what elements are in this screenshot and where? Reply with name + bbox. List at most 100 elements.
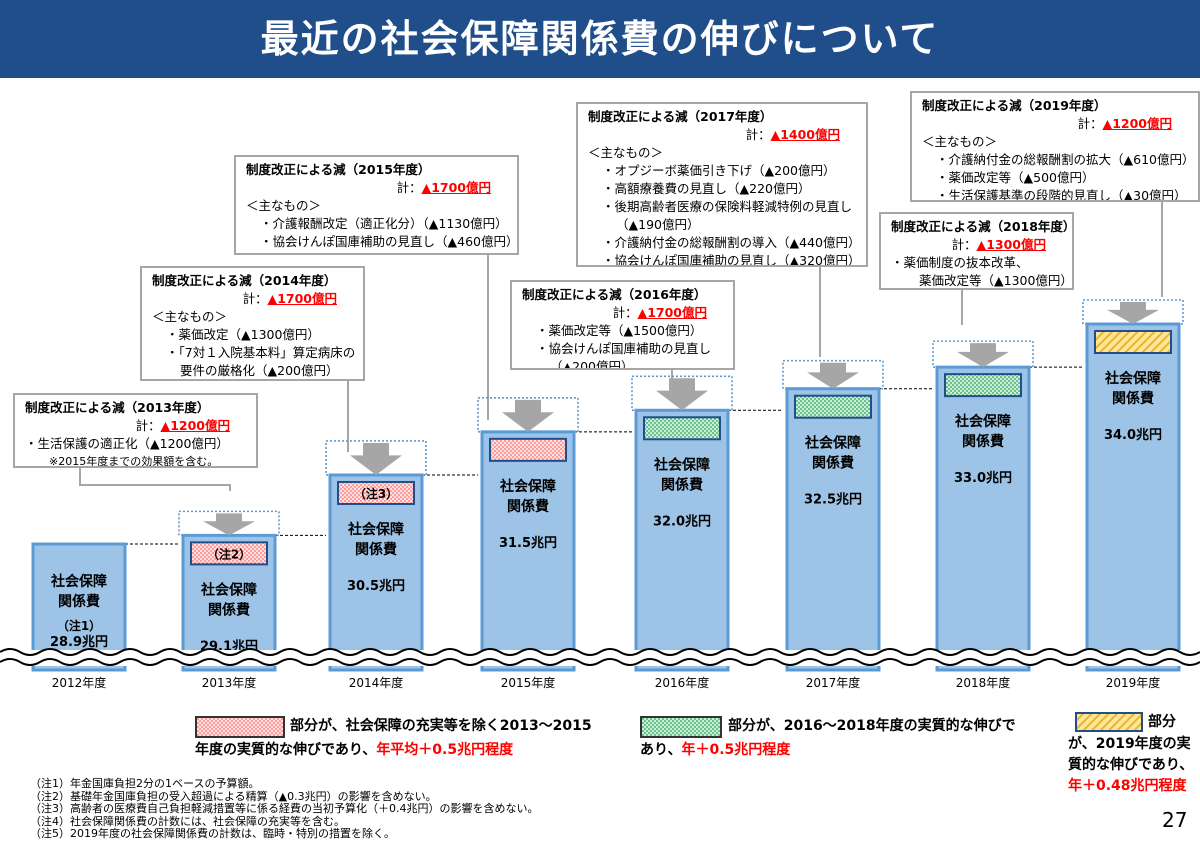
- bar-label-line2: 関係費: [355, 541, 397, 558]
- bar-label-line2: 関係費: [962, 433, 1004, 450]
- callout-2018: 制度改正による減（2018年度） 計：▲1300億円 ・薬価制度の抜本改革、 薬価改定…: [879, 212, 1074, 290]
- callout-total-value: ▲1300億円: [976, 237, 1046, 252]
- callout-line: ・介護報酬改定（適正化分）（▲1130億円）: [260, 216, 508, 231]
- break-line-bottom: [0, 658, 1200, 666]
- bar-2018年度: 社会保障関係費 33.0兆円: [932, 340, 1034, 672]
- callout-line: ・薬価改定等（▲500億円）: [936, 170, 1095, 185]
- reduction-arrow: [502, 399, 554, 432]
- callout-title: 制度改正による減（2014年度）: [152, 273, 337, 288]
- callout-line: ・オプジーボ薬価引き下げ（▲200億円）: [602, 163, 836, 178]
- legend-green-line2a: あり、: [640, 742, 682, 758]
- level-dashes: [125, 366, 1083, 545]
- bar-value-label: 33.0兆円: [954, 470, 1012, 486]
- callout-total: 計：▲1400億円: [745, 127, 840, 142]
- legend-yellow-text-2: が、2019年度の実 質的な伸びであり、 年＋0.48兆円程度: [1068, 734, 1193, 797]
- callout-line: ・薬価制度の抜本改革、: [891, 255, 1029, 270]
- callout-total-value: ▲1700億円: [637, 305, 707, 320]
- x-axis-labels: 2012年度 2013年度 2014年度 2015年度 2016年度 2017年度 2018…: [52, 675, 1161, 690]
- callout-2016: 制度改正による減（2016年度） 計：▲1700億円 ・薬価改定等（▲1500億円）…: [510, 280, 735, 370]
- legend-yellow-pattern: [1075, 712, 1143, 732]
- callout-title: 制度改正による減（2019年度）: [922, 98, 1107, 113]
- bar-value-label: 34.0兆円: [1104, 427, 1162, 443]
- segment-label: （注2）: [207, 546, 251, 561]
- bar-label-line2: 関係費: [507, 498, 549, 515]
- bar-2017年度: 社会保障関係費 32.5兆円: [782, 359, 884, 672]
- bars-group: 社会保障関係費（注1）28.9兆円（注2）社会保障関係費29.1兆円（注3）社会…: [31, 299, 1184, 672]
- callout-line: 要件の厳格化（▲200億円）: [180, 363, 339, 378]
- page-title: 最近の社会保障関係費の伸びについて: [260, 17, 940, 61]
- callout-title: 制度改正による減（2017年度）: [588, 109, 773, 124]
- callout-title: 制度改正による減（2015年度）: [246, 162, 431, 177]
- legend-yellow-text-1: 部分: [1148, 710, 1176, 734]
- segment-green: [643, 416, 721, 441]
- bar-label-line2: 関係費: [661, 476, 703, 493]
- bar-label-line1: 社会保障: [653, 456, 710, 473]
- callout-title: 制度改正による減（2018年度）: [891, 219, 1074, 234]
- bar-label-line2: 関係費: [208, 601, 250, 618]
- callout-line: 薬価改定等（▲1300億円）: [919, 273, 1073, 288]
- callout-line: ・介護納付金の総報酬割の拡大（▲610億円）: [936, 152, 1195, 167]
- callout-total: 計：▲1700億円: [396, 180, 491, 195]
- callout-total-value: ▲1400億円: [770, 127, 840, 142]
- callout-total-value: ▲1700億円: [421, 180, 491, 195]
- callout-2013: 制度改正による減（2013年度） 計：▲1200億円 ・生活保護の適正化（▲1200…: [13, 393, 258, 468]
- bar-rect: [785, 387, 881, 672]
- value-note: （注1）: [57, 618, 101, 633]
- callout-total: 計：▲1200億円: [1077, 116, 1172, 131]
- x-tick-label: 2014年度: [349, 675, 404, 690]
- footnotes: （注1）年金国庫負担2分の1ベースの予算額。 （注2）基礎年金国庫負担の受入超過…: [30, 777, 539, 841]
- footnote-2: （注2）基礎年金国庫負担の受入超過による精算（▲0.3兆円）の影響を含めない。: [30, 789, 437, 803]
- bar-value-label: 30.5兆円: [347, 578, 405, 594]
- callout-line: ・「7対１入院基本料」算定病床の: [166, 345, 356, 360]
- x-tick-label: 2019年度: [1106, 675, 1161, 690]
- bar-2015年度: 社会保障関係費 31.5兆円: [477, 397, 579, 672]
- bar-value-label: 32.0兆円: [653, 513, 711, 529]
- callout-line: （▲200億円）: [550, 359, 634, 370]
- footnote-5: （注5）2019年度の社会保障関係費の計数は、臨時・特別の措置を除く。: [30, 827, 395, 840]
- callout-line: ・高額療養費の見直し（▲220億円）: [602, 181, 811, 196]
- segment-red: [337, 480, 415, 505]
- reduction-arrow: [350, 442, 402, 475]
- reduction-arrow: [957, 343, 1009, 368]
- callout-line: ・生活保護の適正化（▲1200億円）: [25, 436, 229, 451]
- callout-line: ・生活保護基準の段階的見直し（▲30億円）: [936, 188, 1187, 202]
- bar-label-line2: 関係費: [58, 593, 100, 610]
- legend-red-line2a: 年度の実質的な伸びであり、: [195, 742, 377, 758]
- legend-yellow-line3: 質的な伸びであり、: [1068, 757, 1194, 773]
- callout-line: ・協会けんぽ国庫補助の見直し: [536, 341, 712, 356]
- callout-total-value: ▲1200億円: [160, 418, 230, 433]
- callout-line: ・介護納付金の総報酬割の導入（▲440億円）: [602, 235, 861, 250]
- callout-connector: [79, 468, 231, 491]
- page-number: 27: [1162, 808, 1188, 832]
- callout-2017: 制度改正による減（2017年度） 計：▲1400億円 ＜主なもの＞ ・オプジーボ薬価引…: [576, 102, 868, 267]
- callout-line: ＜主なもの＞: [922, 134, 998, 149]
- callout-2019: 制度改正による減（2019年度） 計：▲1200億円 ＜主なもの＞ ・介護納付金の総報…: [910, 91, 1200, 202]
- segment-green: [794, 394, 872, 419]
- bar-label-line1: 社会保障: [954, 413, 1011, 430]
- bar-label-line1: 社会保障: [804, 435, 861, 452]
- legend-yellow-line4: 年＋0.48兆円程度: [1068, 778, 1187, 794]
- segment-green: [944, 373, 1022, 398]
- callout-line: （▲190億円）: [616, 217, 700, 232]
- callout-line: ・協会けんぽ国庫補助の見直し（▲460億円）: [260, 234, 519, 249]
- legend-green-text: 部分が、2016～2018年度の実質的な伸びで: [728, 714, 1016, 738]
- bar-2019年度: 社会保障関係費 34.0兆円: [1082, 299, 1184, 672]
- callout-line: ※2015年度までの効果額を含む。: [49, 455, 219, 468]
- segment-red: [489, 437, 567, 462]
- bar-value-label: 31.5兆円: [499, 535, 557, 551]
- bar-2016年度: 社会保障関係費 32.0兆円: [631, 375, 733, 672]
- callout-2014: 制度改正による減（2014年度） 計：▲1700億円 ＜主なもの＞ ・薬価改定（▲13…: [140, 266, 365, 381]
- callout-connectors: [79, 202, 1163, 491]
- bar-value-label: 28.9兆円: [50, 634, 108, 650]
- reduction-arrow: [807, 362, 859, 389]
- callout-title: 制度改正による減（2016年度）: [522, 287, 707, 302]
- bar-label-line1: 社会保障: [347, 521, 404, 538]
- callout-line: ＜主なもの＞: [152, 309, 228, 324]
- segment-yellow: [1094, 330, 1172, 354]
- segment-red: [190, 541, 268, 566]
- x-tick-label: 2013年度: [202, 675, 257, 690]
- axis-breaks: [0, 648, 1200, 666]
- callout-line: ＜主なもの＞: [246, 198, 322, 213]
